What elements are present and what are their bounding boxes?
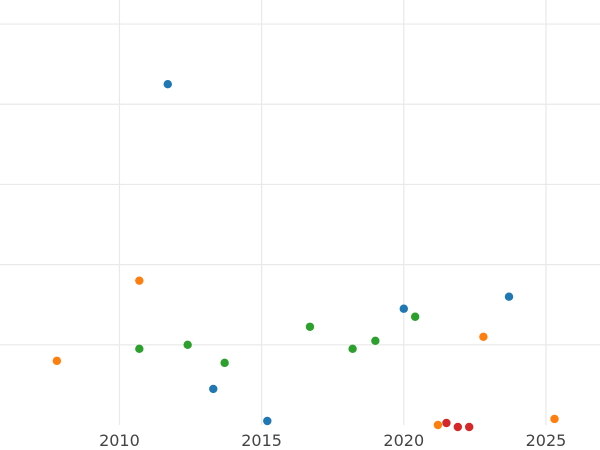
- data-point[interactable]: [464, 422, 474, 432]
- x-tick-label: 2020: [383, 431, 424, 450]
- data-point[interactable]: [263, 416, 272, 426]
- data-point[interactable]: [209, 384, 218, 394]
- x-axis-ticks: 2010 2015 2020 2025: [99, 431, 566, 450]
- data-point[interactable]: [550, 414, 559, 424]
- data-point[interactable]: [305, 322, 315, 331]
- data-point[interactable]: [220, 358, 229, 368]
- data-point[interactable]: [504, 292, 514, 301]
- data-point[interactable]: [410, 312, 420, 321]
- data-points: [52, 79, 559, 432]
- data-point[interactable]: [453, 422, 463, 432]
- data-point[interactable]: [135, 344, 144, 354]
- data-point[interactable]: [135, 276, 144, 285]
- data-point[interactable]: [348, 344, 357, 354]
- data-point[interactable]: [433, 420, 443, 430]
- grid-layer: [0, 0, 600, 425]
- data-point[interactable]: [479, 332, 488, 341]
- data-point[interactable]: [399, 304, 408, 313]
- x-tick-label: 2015: [241, 431, 282, 450]
- data-point[interactable]: [183, 340, 192, 350]
- data-point[interactable]: [163, 79, 172, 89]
- data-point[interactable]: [371, 336, 380, 346]
- x-tick-label: 2025: [526, 431, 567, 450]
- data-point[interactable]: [442, 418, 451, 428]
- data-point[interactable]: [52, 356, 62, 366]
- x-tick-label: 2010: [99, 431, 140, 450]
